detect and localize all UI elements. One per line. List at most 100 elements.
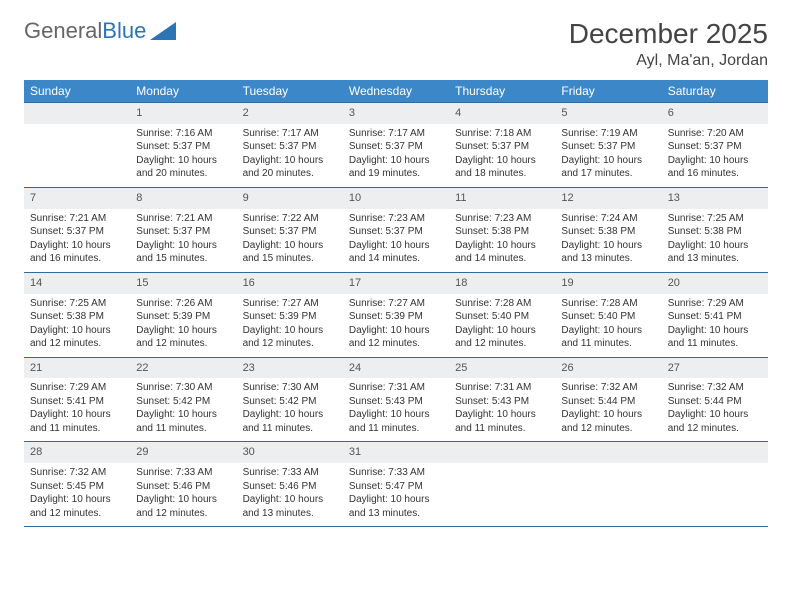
sunrise-line: Sunrise: 7:21 AM	[30, 212, 124, 226]
sunrise-line: Sunrise: 7:30 AM	[136, 381, 230, 395]
daylight-line: Daylight: 10 hours and 12 minutes.	[136, 493, 230, 520]
calendar-cell: 12Sunrise: 7:24 AMSunset: 5:38 PMDayligh…	[555, 187, 661, 272]
sunrise-line: Sunrise: 7:29 AM	[668, 297, 762, 311]
day-number: 15	[130, 273, 236, 294]
day-body: Sunrise: 7:23 AMSunset: 5:37 PMDaylight:…	[343, 209, 449, 272]
calendar-cell: 17Sunrise: 7:27 AMSunset: 5:39 PMDayligh…	[343, 272, 449, 357]
day-body: Sunrise: 7:19 AMSunset: 5:37 PMDaylight:…	[555, 124, 661, 187]
sunset-line: Sunset: 5:44 PM	[668, 395, 762, 409]
calendar-cell	[662, 442, 768, 527]
brand-part1: General	[24, 18, 102, 44]
header: GeneralBlue December 2025 Ayl, Ma'an, Jo…	[24, 18, 768, 70]
calendar-cell: 2Sunrise: 7:17 AMSunset: 5:37 PMDaylight…	[237, 103, 343, 188]
brand-logo: GeneralBlue	[24, 18, 176, 44]
day-number: 9	[237, 188, 343, 209]
daylight-line: Daylight: 10 hours and 20 minutes.	[243, 154, 337, 181]
day-number: 20	[662, 273, 768, 294]
sunrise-line: Sunrise: 7:29 AM	[30, 381, 124, 395]
sunrise-line: Sunrise: 7:16 AM	[136, 127, 230, 141]
daylight-line: Daylight: 10 hours and 11 minutes.	[243, 408, 337, 435]
day-body: Sunrise: 7:30 AMSunset: 5:42 PMDaylight:…	[130, 378, 236, 441]
day-number: 25	[449, 358, 555, 379]
sunset-line: Sunset: 5:46 PM	[243, 480, 337, 494]
sunset-line: Sunset: 5:38 PM	[668, 225, 762, 239]
calendar-week: 28Sunrise: 7:32 AMSunset: 5:45 PMDayligh…	[24, 442, 768, 527]
calendar-body: 1Sunrise: 7:16 AMSunset: 5:37 PMDaylight…	[24, 103, 768, 527]
calendar-cell: 7Sunrise: 7:21 AMSunset: 5:37 PMDaylight…	[24, 187, 130, 272]
sunrise-line: Sunrise: 7:28 AM	[455, 297, 549, 311]
sunrise-line: Sunrise: 7:27 AM	[243, 297, 337, 311]
day-body: Sunrise: 7:17 AMSunset: 5:37 PMDaylight:…	[237, 124, 343, 187]
day-body: Sunrise: 7:30 AMSunset: 5:42 PMDaylight:…	[237, 378, 343, 441]
sunset-line: Sunset: 5:38 PM	[30, 310, 124, 324]
day-body: Sunrise: 7:32 AMSunset: 5:45 PMDaylight:…	[24, 463, 130, 526]
day-body: Sunrise: 7:17 AMSunset: 5:37 PMDaylight:…	[343, 124, 449, 187]
day-body: Sunrise: 7:23 AMSunset: 5:38 PMDaylight:…	[449, 209, 555, 272]
day-number: 13	[662, 188, 768, 209]
calendar-cell: 24Sunrise: 7:31 AMSunset: 5:43 PMDayligh…	[343, 357, 449, 442]
day-number: 8	[130, 188, 236, 209]
day-body: Sunrise: 7:32 AMSunset: 5:44 PMDaylight:…	[662, 378, 768, 441]
sunset-line: Sunset: 5:41 PM	[668, 310, 762, 324]
day-body: Sunrise: 7:29 AMSunset: 5:41 PMDaylight:…	[662, 294, 768, 357]
calendar-week: 1Sunrise: 7:16 AMSunset: 5:37 PMDaylight…	[24, 103, 768, 188]
day-number: 23	[237, 358, 343, 379]
sunset-line: Sunset: 5:45 PM	[30, 480, 124, 494]
weekday-heading: Sunday	[24, 80, 130, 103]
sunrise-line: Sunrise: 7:30 AM	[243, 381, 337, 395]
sunrise-line: Sunrise: 7:22 AM	[243, 212, 337, 226]
title-block: December 2025 Ayl, Ma'an, Jordan	[569, 18, 768, 70]
calendar-week: 14Sunrise: 7:25 AMSunset: 5:38 PMDayligh…	[24, 272, 768, 357]
sunset-line: Sunset: 5:43 PM	[455, 395, 549, 409]
sunrise-line: Sunrise: 7:33 AM	[136, 466, 230, 480]
daylight-line: Daylight: 10 hours and 12 minutes.	[668, 408, 762, 435]
location-text: Ayl, Ma'an, Jordan	[569, 52, 768, 70]
day-number: 10	[343, 188, 449, 209]
day-number: 24	[343, 358, 449, 379]
sunset-line: Sunset: 5:38 PM	[561, 225, 655, 239]
calendar-cell: 29Sunrise: 7:33 AMSunset: 5:46 PMDayligh…	[130, 442, 236, 527]
day-number: 6	[662, 103, 768, 124]
sunset-line: Sunset: 5:37 PM	[30, 225, 124, 239]
day-body: Sunrise: 7:29 AMSunset: 5:41 PMDaylight:…	[24, 378, 130, 441]
brand-part2: Blue	[102, 18, 146, 44]
day-body: Sunrise: 7:28 AMSunset: 5:40 PMDaylight:…	[555, 294, 661, 357]
sunrise-line: Sunrise: 7:27 AM	[349, 297, 443, 311]
day-number: 17	[343, 273, 449, 294]
daylight-line: Daylight: 10 hours and 12 minutes.	[30, 493, 124, 520]
daylight-line: Daylight: 10 hours and 11 minutes.	[561, 324, 655, 351]
weekday-heading: Monday	[130, 80, 236, 103]
daylight-line: Daylight: 10 hours and 15 minutes.	[136, 239, 230, 266]
sunrise-line: Sunrise: 7:19 AM	[561, 127, 655, 141]
calendar-cell: 26Sunrise: 7:32 AMSunset: 5:44 PMDayligh…	[555, 357, 661, 442]
calendar-cell: 8Sunrise: 7:21 AMSunset: 5:37 PMDaylight…	[130, 187, 236, 272]
day-number: 16	[237, 273, 343, 294]
day-body: Sunrise: 7:28 AMSunset: 5:40 PMDaylight:…	[449, 294, 555, 357]
sunset-line: Sunset: 5:42 PM	[243, 395, 337, 409]
day-body: Sunrise: 7:32 AMSunset: 5:44 PMDaylight:…	[555, 378, 661, 441]
calendar-cell: 18Sunrise: 7:28 AMSunset: 5:40 PMDayligh…	[449, 272, 555, 357]
day-body: Sunrise: 7:21 AMSunset: 5:37 PMDaylight:…	[130, 209, 236, 272]
calendar-cell: 25Sunrise: 7:31 AMSunset: 5:43 PMDayligh…	[449, 357, 555, 442]
sunset-line: Sunset: 5:39 PM	[136, 310, 230, 324]
weekday-heading: Tuesday	[237, 80, 343, 103]
sunrise-line: Sunrise: 7:25 AM	[668, 212, 762, 226]
calendar-cell: 21Sunrise: 7:29 AMSunset: 5:41 PMDayligh…	[24, 357, 130, 442]
day-number: 11	[449, 188, 555, 209]
calendar-cell: 6Sunrise: 7:20 AMSunset: 5:37 PMDaylight…	[662, 103, 768, 188]
daylight-line: Daylight: 10 hours and 18 minutes.	[455, 154, 549, 181]
sunset-line: Sunset: 5:37 PM	[455, 140, 549, 154]
day-number: 2	[237, 103, 343, 124]
day-number: 5	[555, 103, 661, 124]
day-number: 19	[555, 273, 661, 294]
daylight-line: Daylight: 10 hours and 13 minutes.	[243, 493, 337, 520]
day-number: 28	[24, 442, 130, 463]
day-body: Sunrise: 7:25 AMSunset: 5:38 PMDaylight:…	[662, 209, 768, 272]
weekday-heading: Wednesday	[343, 80, 449, 103]
daylight-line: Daylight: 10 hours and 19 minutes.	[349, 154, 443, 181]
sunrise-line: Sunrise: 7:33 AM	[243, 466, 337, 480]
sunset-line: Sunset: 5:40 PM	[561, 310, 655, 324]
daylight-line: Daylight: 10 hours and 12 minutes.	[243, 324, 337, 351]
sunrise-line: Sunrise: 7:17 AM	[243, 127, 337, 141]
sunset-line: Sunset: 5:40 PM	[455, 310, 549, 324]
